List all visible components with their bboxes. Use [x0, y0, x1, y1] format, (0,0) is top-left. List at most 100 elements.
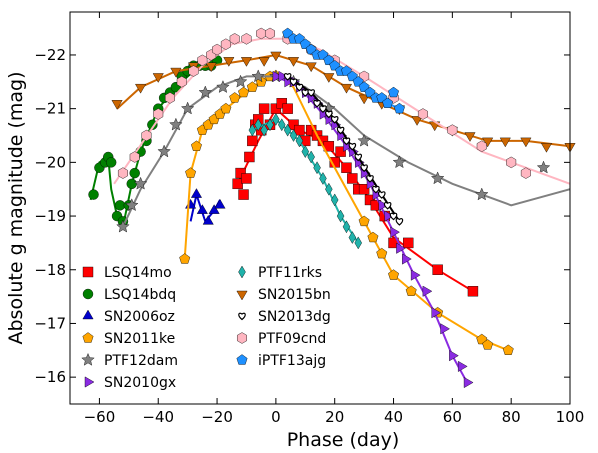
data-point	[205, 62, 217, 73]
data-point	[352, 76, 364, 87]
data-point	[457, 360, 468, 372]
data-point	[336, 209, 345, 223]
legend-marker	[82, 332, 94, 343]
data-point	[258, 57, 270, 67]
data-point	[377, 191, 386, 199]
series-PTF11rks	[248, 113, 362, 250]
data-point	[179, 253, 191, 264]
data-point	[305, 62, 317, 73]
data-point	[417, 108, 428, 120]
data-point	[266, 118, 274, 132]
data-point	[403, 237, 414, 249]
data-point	[396, 242, 406, 254]
data-point	[114, 200, 126, 211]
data-point	[153, 108, 164, 120]
data-point	[376, 247, 388, 259]
series-line	[183, 69, 509, 352]
legend-entry: SN2013dg	[238, 309, 331, 325]
data-point	[476, 140, 487, 152]
data-point	[336, 126, 345, 135]
data-point	[390, 226, 400, 238]
data-point	[520, 137, 532, 148]
data-point	[180, 101, 195, 115]
data-point	[295, 134, 304, 148]
legend-marker	[84, 376, 95, 388]
data-point	[191, 140, 202, 151]
data-point	[341, 162, 352, 173]
data-point	[389, 212, 398, 221]
data-point	[260, 123, 268, 137]
data-point	[241, 173, 252, 184]
data-point	[157, 144, 171, 158]
data-point	[265, 27, 275, 40]
data-point	[220, 102, 232, 114]
data-point	[117, 167, 128, 179]
legend-label: PTF11rks	[258, 265, 322, 281]
data-point	[313, 161, 321, 175]
data-point	[325, 182, 333, 196]
data-point	[287, 57, 300, 67]
data-point	[244, 151, 255, 163]
data-point	[272, 70, 283, 82]
data-point	[506, 156, 517, 169]
data-point	[152, 73, 164, 83]
data-point	[293, 33, 305, 44]
legend-label: SN2006oz	[104, 309, 175, 325]
data-point	[251, 69, 265, 83]
data-point	[270, 51, 282, 62]
legend-entry: SN2011ke	[82, 331, 175, 347]
data-point	[129, 151, 140, 163]
data-point	[307, 89, 315, 97]
data-point	[278, 70, 289, 82]
data-point	[449, 350, 459, 362]
data-point	[393, 102, 405, 114]
legend-entry: SN2010gx	[84, 375, 176, 391]
data-point	[330, 116, 339, 124]
data-point	[354, 236, 362, 250]
series-SN2006oz	[185, 188, 226, 225]
data-point	[405, 285, 417, 296]
data-point	[88, 189, 99, 200]
data-point	[248, 123, 257, 137]
legend-entry: PTF11rks	[238, 265, 322, 281]
data-point	[360, 164, 368, 172]
data-point	[499, 137, 511, 148]
legend-entry: PTF12dam	[81, 352, 178, 369]
data-point	[536, 160, 551, 174]
data-point	[238, 189, 249, 200]
data-point	[358, 215, 370, 227]
x-tick-label: 20	[325, 408, 344, 426]
data-point	[282, 103, 293, 114]
data-point	[141, 129, 152, 142]
legend-marker	[82, 266, 94, 278]
data-point	[430, 171, 445, 185]
data-point	[422, 285, 433, 297]
data-point	[329, 59, 341, 71]
x-tick-label: 40	[384, 408, 403, 426]
data-point	[135, 83, 147, 94]
data-point	[133, 176, 148, 190]
data-point	[247, 135, 258, 147]
legend-label: SN2010gx	[104, 375, 176, 391]
data-point	[241, 33, 252, 45]
x-tick-label: −20	[201, 408, 233, 426]
legend-entry: LSQ14bdq	[82, 287, 176, 303]
data-point	[540, 143, 553, 153]
data-point	[520, 167, 531, 179]
data-point	[395, 218, 404, 226]
data-point	[383, 201, 392, 210]
data-point	[208, 204, 220, 214]
legend-marker	[82, 309, 94, 320]
legend-marker	[237, 332, 247, 344]
data-point	[342, 137, 351, 146]
data-point	[125, 198, 139, 211]
data-point	[220, 38, 231, 50]
data-point	[305, 43, 317, 55]
data-point	[170, 67, 182, 78]
x-tick-label: 60	[443, 408, 462, 426]
plot-frame	[69, 11, 571, 405]
data-point	[388, 86, 399, 98]
series-SN2011ke	[179, 69, 514, 355]
series-line	[236, 107, 474, 293]
data-point	[313, 99, 321, 108]
